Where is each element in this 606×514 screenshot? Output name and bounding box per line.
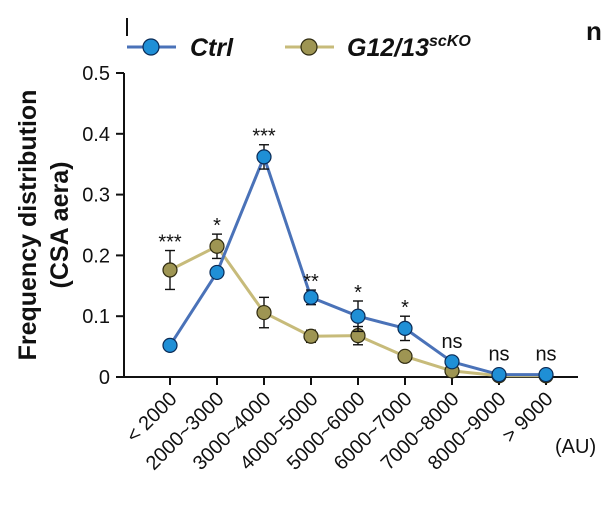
data-point-ctrl [303, 289, 319, 305]
data-point-ctrl [444, 354, 460, 370]
legend-label-g1213-main: G12/13 [347, 34, 429, 62]
corner-label: n [586, 16, 602, 46]
y-tick-label: 0.4 [82, 124, 110, 146]
data-point-ctrl [491, 366, 507, 383]
significance-label: ns [535, 344, 556, 366]
significance-label: *** [158, 232, 182, 254]
significance-label: * [213, 215, 221, 237]
legend-label-g1213-sup: scKO [429, 33, 471, 50]
y-tick-label: 0 [99, 367, 110, 389]
y-tick-label: 0.5 [82, 63, 110, 85]
y-tick-label: 0.1 [82, 306, 110, 328]
data-point-g1213 [303, 328, 319, 344]
data-point-g1213 [162, 262, 178, 278]
significance-label: ns [441, 331, 462, 353]
y-axis-title: Frequency distribution (CSA aera) [14, 90, 74, 361]
data-point-ctrl [538, 366, 554, 383]
significance-label: * [401, 297, 409, 319]
significance-label: ** [303, 271, 319, 293]
data-point-ctrl [256, 149, 272, 165]
legend-marker-ctrl [142, 38, 160, 56]
legend-label-g1213: G12/13scKO [347, 33, 471, 62]
data-point-g1213 [397, 348, 413, 364]
data-point-g1213 [209, 238, 225, 254]
significance-label: *** [252, 126, 276, 148]
y-axis-title-line1: Frequency distribution [14, 90, 42, 361]
data-point-ctrl [397, 320, 413, 336]
legend-label-ctrl: Ctrl [190, 34, 234, 62]
x-tick-label: > 9000 [498, 388, 557, 447]
x-ticks: < 20002000~30003000~40004000~50005000~60… [122, 377, 558, 475]
y-tick-label: 0.3 [82, 185, 110, 207]
data-point-ctrl [162, 337, 178, 353]
y-axis-title-line2: (CSA aera) [46, 162, 74, 289]
data-point-ctrl [209, 264, 225, 281]
data-point-g1213 [256, 304, 272, 321]
x-unit-label: (AU) [555, 436, 596, 458]
significance-label: * [354, 282, 362, 304]
legend-marker-g1213 [300, 38, 318, 56]
data-point-ctrl [350, 308, 366, 324]
series-ctrl [162, 144, 554, 383]
legend: Ctrl G12/13scKO [127, 33, 471, 62]
significance-label: ns [488, 344, 509, 366]
y-tick-label: 0.2 [82, 245, 110, 267]
y-ticks: 0 0.1 0.2 0.3 0.4 0.5 [82, 63, 124, 389]
